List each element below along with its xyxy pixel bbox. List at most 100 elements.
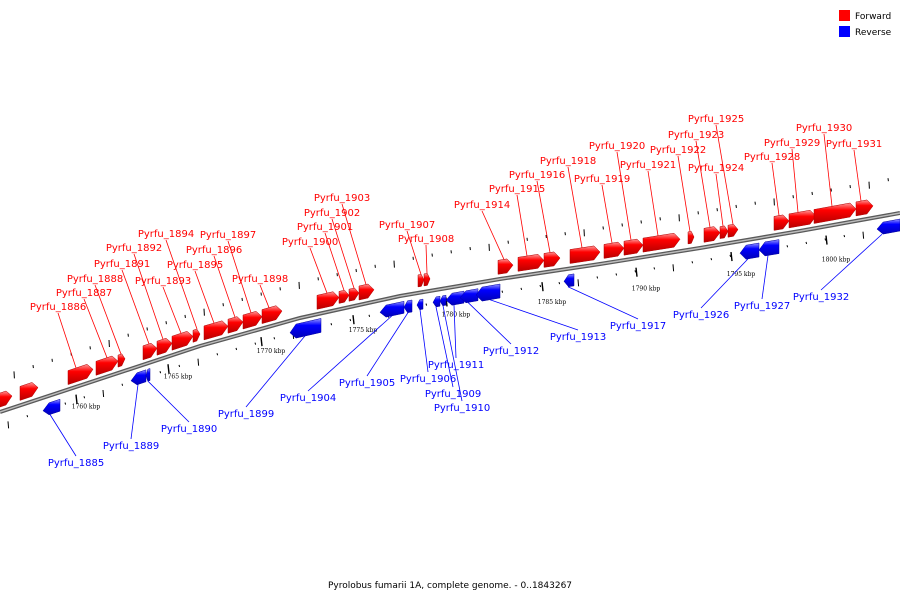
gene-pyrfu-1925[interactable]: Pyrfu_1925	[688, 114, 744, 238]
gene-pyrfu-1928[interactable]: Pyrfu_1928	[744, 152, 800, 231]
gene-arrow-forward[interactable]	[142, 342, 158, 361]
gene-arrow-forward[interactable]	[855, 199, 874, 217]
gene-arrow-forward[interactable]	[242, 311, 263, 330]
gene-arrow-forward[interactable]	[423, 273, 431, 287]
gene-label[interactable]: Pyrfu_1916	[509, 170, 565, 181]
gene-arrow-forward[interactable]	[813, 202, 857, 224]
gene-arrow-forward[interactable]	[19, 382, 39, 401]
gene-label[interactable]: Pyrfu_1899	[218, 409, 274, 420]
gene-pyrfu-1929[interactable]: Pyrfu_1929	[764, 138, 820, 229]
gene-label[interactable]: Pyrfu_1917	[610, 321, 666, 332]
gene-pyrfu-1914[interactable]: Pyrfu_1914	[454, 200, 514, 275]
gene-label[interactable]: Pyrfu_1900	[282, 237, 338, 248]
gene-label[interactable]: Pyrfu_1920	[589, 141, 645, 152]
gene-arrow-forward[interactable]	[773, 214, 790, 231]
gene-label[interactable]: Pyrfu_1908	[398, 234, 454, 245]
gene-label[interactable]: Pyrfu_1912	[483, 346, 539, 357]
gene-label[interactable]: Pyrfu_1895	[167, 260, 223, 271]
gene-arrow-forward[interactable]	[227, 316, 244, 334]
gene-label[interactable]: Pyrfu_1921	[620, 160, 676, 171]
gene-label[interactable]: Pyrfu_1893	[135, 276, 191, 287]
gene-arrow-forward[interactable]	[417, 274, 425, 288]
gene-label[interactable]: Pyrfu_1918	[540, 156, 596, 167]
gene-pyrfu-1890[interactable]: Pyrfu_1890	[145, 368, 217, 436]
gene-arrow-forward[interactable]	[171, 331, 194, 351]
gene-label[interactable]: Pyrfu_1885	[48, 458, 104, 469]
gene-pyrfu-1932[interactable]: Pyrfu_1932	[793, 218, 900, 303]
gene-arrow-forward[interactable]	[67, 364, 94, 385]
gene-arrow-forward[interactable]	[0, 390, 13, 408]
legend-item-reverse[interactable]: Reverse	[839, 26, 892, 38]
gene-pyrfu-1898[interactable]: Pyrfu_1898	[232, 274, 288, 324]
gene-arrow-forward[interactable]	[497, 258, 514, 275]
gene-arrow-reverse[interactable]	[379, 300, 405, 318]
gene-pyrfu-1899[interactable]: Pyrfu_1899	[218, 318, 322, 420]
gene-label[interactable]: Pyrfu_1887	[56, 288, 112, 299]
gene-arrow-forward[interactable]	[192, 328, 201, 343]
gene-label[interactable]: Pyrfu_1930	[796, 123, 852, 134]
gene-pyrfu-1892[interactable]: Pyrfu_1892	[106, 243, 173, 356]
gene-arrow-forward[interactable]	[623, 238, 644, 256]
gene-pyrfu-1897[interactable]: Pyrfu_1897	[200, 230, 263, 330]
gene-pyrfu-1906[interactable]: Pyrfu_1906	[400, 298, 456, 385]
gene-arrow-reverse[interactable]	[130, 369, 147, 386]
gene-pyrfu-1915[interactable]: Pyrfu_1915	[489, 184, 545, 272]
gene-pyrfu-1927[interactable]: Pyrfu_1927	[734, 239, 790, 312]
gene-pyrfu-1920[interactable]: Pyrfu_1920	[589, 141, 645, 256]
gene-arrow-forward[interactable]	[727, 224, 739, 238]
gene-pyrfu-1916[interactable]: Pyrfu_1916	[509, 170, 565, 268]
gene-arrow-reverse[interactable]	[739, 242, 760, 260]
gene-pyrfu-1905[interactable]: Pyrfu_1905	[339, 299, 413, 389]
gene-arrow-forward[interactable]	[642, 232, 681, 253]
gene-arrow-reverse[interactable]	[42, 398, 61, 416]
gene-arrow-reverse[interactable]	[876, 218, 900, 235]
gene-label[interactable]: Pyrfu_1914	[454, 200, 510, 211]
gene-label[interactable]: Pyrfu_1886	[30, 302, 86, 313]
gene-pyrfu-1889[interactable]: Pyrfu_1889	[103, 369, 159, 452]
gene-label[interactable]: Pyrfu_1919	[574, 174, 630, 185]
gene-label[interactable]: Pyrfu_1932	[793, 292, 849, 303]
gene-label[interactable]: Pyrfu_1909	[425, 389, 481, 400]
gene-label[interactable]: Pyrfu_1892	[106, 243, 162, 254]
gene-label[interactable]: Pyrfu_1910	[434, 403, 490, 414]
gene-arrow-reverse[interactable]	[439, 294, 447, 306]
gene-pyrfu-1926[interactable]: Pyrfu_1926	[673, 242, 760, 321]
gene-pyrfu-1887[interactable]: Pyrfu_1887	[56, 288, 119, 376]
gene-pyrfu-1908[interactable]: Pyrfu_1908	[398, 234, 454, 287]
gene-pyrfu-1921[interactable]: Pyrfu_1921	[620, 160, 681, 253]
gene-pyrfu-1900[interactable]: Pyrfu_1900	[282, 237, 340, 310]
gene-label[interactable]: Pyrfu_1906	[400, 374, 456, 385]
gene-label[interactable]: Pyrfu_1891	[94, 259, 150, 270]
gene-pyrfu-1893[interactable]: Pyrfu_1893	[135, 276, 194, 351]
gene-pyrfu-1912[interactable]: Pyrfu_1912	[459, 288, 539, 357]
gene-label[interactable]: Pyrfu_1926	[673, 310, 729, 321]
gene-label[interactable]: Pyrfu_1923	[668, 130, 724, 141]
gene-arrow-reverse[interactable]	[416, 298, 424, 310]
gene-pyrfu-1913[interactable]: Pyrfu_1913	[475, 283, 606, 343]
gene-pyrfu-1886[interactable]: Pyrfu_1886	[30, 302, 94, 385]
gene-arrow-forward[interactable]	[517, 254, 545, 272]
gene-arrow-forward[interactable]	[203, 320, 229, 341]
gene-arrow-forward[interactable]	[603, 241, 625, 259]
gene-pyrfu-1885[interactable]: Pyrfu_1885	[42, 398, 104, 469]
gene-label[interactable]: Pyrfu_1894	[138, 229, 194, 240]
gene-arrow-reverse[interactable]	[475, 283, 501, 302]
gene-arrow-reverse[interactable]	[758, 239, 780, 257]
gene-arrow-forward[interactable]	[543, 251, 561, 268]
gene-label[interactable]: Pyrfu_1889	[103, 441, 159, 452]
gene-pyrfu-1894[interactable]: Pyrfu_1894	[138, 229, 201, 343]
gene-pyrfu-1891[interactable]: Pyrfu_1891	[94, 259, 158, 361]
gene-pyrfu-1931[interactable]: Pyrfu_1931	[826, 139, 882, 217]
gene-label[interactable]: Pyrfu_1902	[304, 208, 360, 219]
gene-arrow-forward[interactable]	[261, 305, 283, 324]
gene-arrow-forward[interactable]	[569, 245, 601, 264]
gene-pyrfu-1922[interactable]: Pyrfu_1922	[650, 145, 706, 245]
gene-pyrfu-1896[interactable]: Pyrfu_1896	[186, 245, 244, 334]
gene-pyrfu-1917[interactable]: Pyrfu_1917	[563, 273, 666, 332]
gene-label[interactable]: Pyrfu_1904	[280, 393, 336, 404]
gene-arrow-forward[interactable]	[358, 283, 375, 301]
gene-label[interactable]: Pyrfu_1913	[550, 332, 606, 343]
gene-pyrfu-1903[interactable]: Pyrfu_1903	[314, 193, 375, 301]
gene-arrow-reverse[interactable]	[563, 273, 575, 287]
gene-label[interactable]: Pyrfu_1911	[428, 360, 484, 371]
